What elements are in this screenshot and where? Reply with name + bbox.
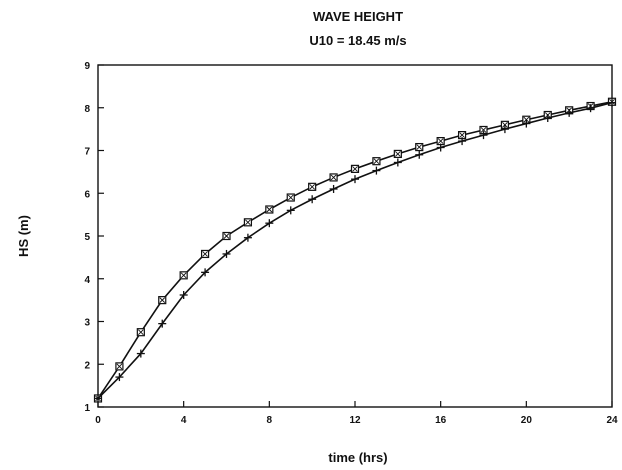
chart-title: WAVE HEIGHT (313, 9, 403, 24)
data-point-plus (222, 249, 231, 258)
x-tick-label: 0 (95, 415, 101, 426)
data-point-plus (243, 233, 252, 242)
data-point-square (265, 205, 274, 214)
x-tick-label: 24 (606, 415, 618, 426)
data-point-plus (415, 150, 424, 159)
data-point-plus (586, 104, 595, 113)
data-point-square (179, 271, 188, 280)
x-axis-label: time (hrs) (328, 450, 387, 465)
data-point-square (115, 362, 124, 371)
data-point-plus (329, 184, 338, 193)
y-tick-label: 2 (84, 360, 90, 371)
data-point-square (372, 157, 381, 166)
series-1 (93, 97, 617, 403)
y-axis-label: HS (m) (16, 215, 31, 257)
data-point-plus (179, 290, 188, 299)
data-point-plus (136, 349, 145, 358)
data-point-plus (372, 166, 381, 175)
data-point-plus (458, 137, 467, 146)
y-tick-label: 8 (84, 104, 90, 115)
data-point-plus (351, 175, 359, 184)
y-tick-label: 4 (84, 275, 90, 286)
y-tick-label: 3 (84, 318, 90, 329)
data-point-plus (608, 98, 616, 107)
data-point-plus (393, 158, 402, 167)
data-point-square (308, 182, 317, 191)
x-tick-label: 8 (267, 415, 273, 426)
data-point-square (393, 149, 402, 159)
series-line (97, 100, 613, 399)
series-line (97, 101, 613, 400)
series-layer (93, 97, 617, 403)
y-tick-label: 9 (84, 61, 90, 72)
data-point-plus (94, 394, 102, 403)
chart-subtitle: U10 = 18.45 m/s (309, 33, 406, 48)
y-axis: 1 2 3 4 5 6 7 8 9 (84, 61, 104, 414)
x-axis: 0 4 8 12 16 20 24 (95, 401, 618, 426)
y-tick-label: 6 (84, 189, 90, 200)
x-tick-label: 12 (349, 415, 361, 426)
data-point-square (243, 218, 253, 227)
data-point-plus (158, 319, 167, 328)
y-tick-label: 7 (84, 147, 90, 158)
y-tick-label: 5 (84, 232, 90, 243)
data-point-plus (565, 108, 574, 117)
data-point-plus (522, 119, 531, 128)
y-tick-label: 1 (84, 403, 90, 414)
data-point-square (158, 296, 167, 305)
plot-frame (97, 64, 613, 408)
data-point-square (329, 173, 338, 182)
data-point-square (286, 193, 295, 202)
x-tick-label: 16 (435, 415, 447, 426)
data-point-plus (436, 143, 445, 152)
data-point-square (136, 328, 145, 337)
data-point-plus (201, 268, 210, 277)
data-point-plus (543, 114, 552, 123)
data-point-plus (479, 131, 488, 140)
x-tick-label: 4 (181, 415, 187, 426)
data-point-plus (115, 373, 124, 382)
data-point-plus (286, 206, 295, 215)
data-point-square (350, 164, 360, 173)
data-point-plus (308, 195, 317, 204)
data-point-plus (265, 219, 274, 228)
data-point-square (222, 231, 231, 241)
data-point-square (415, 142, 424, 152)
series-2 (94, 98, 616, 403)
data-point-square (200, 249, 210, 259)
data-point-plus (500, 125, 509, 134)
x-tick-label: 20 (521, 415, 533, 426)
